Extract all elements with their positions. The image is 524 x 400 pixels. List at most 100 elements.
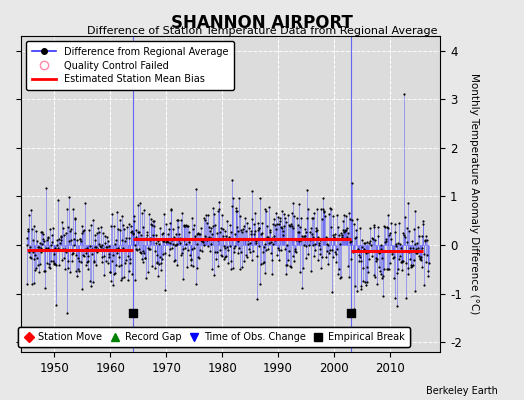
Point xyxy=(146,237,154,243)
Point xyxy=(198,248,206,254)
Point xyxy=(107,223,115,229)
Point xyxy=(379,266,388,272)
Point xyxy=(268,256,277,263)
Point xyxy=(343,236,352,242)
Point xyxy=(223,218,231,224)
Point xyxy=(216,229,224,236)
Point xyxy=(381,224,389,230)
Point xyxy=(166,220,174,226)
Point xyxy=(90,258,99,264)
Point xyxy=(158,231,166,237)
Point xyxy=(341,227,349,233)
Point xyxy=(44,235,52,241)
Point xyxy=(206,225,215,232)
Point xyxy=(177,216,185,223)
Point xyxy=(221,228,230,234)
Point xyxy=(405,228,413,234)
Point xyxy=(298,284,306,291)
Point xyxy=(319,195,327,201)
Point xyxy=(48,232,57,238)
Point xyxy=(40,238,48,244)
Point xyxy=(285,222,293,228)
Point xyxy=(400,232,409,238)
Point xyxy=(212,256,220,262)
Point xyxy=(51,244,59,251)
Point xyxy=(315,250,324,257)
Point xyxy=(261,241,270,247)
Point xyxy=(340,228,348,235)
Point xyxy=(116,226,124,233)
Point xyxy=(274,245,282,252)
Point xyxy=(261,206,269,212)
Point xyxy=(71,216,79,222)
Point xyxy=(354,258,363,264)
Point xyxy=(305,242,313,248)
Point xyxy=(401,294,410,301)
Point xyxy=(344,230,353,236)
Point xyxy=(102,244,110,250)
Point xyxy=(76,235,84,242)
Point xyxy=(302,229,311,236)
Point xyxy=(199,237,207,243)
Point xyxy=(67,226,75,232)
Point xyxy=(27,255,35,261)
Point xyxy=(328,288,336,295)
Point xyxy=(253,296,261,302)
Point xyxy=(260,270,269,276)
Point xyxy=(92,262,100,268)
Point xyxy=(350,221,358,227)
Point xyxy=(370,224,379,230)
Point xyxy=(82,250,90,256)
Point xyxy=(38,229,47,235)
Point xyxy=(233,224,241,230)
Point xyxy=(275,221,283,227)
Point xyxy=(350,248,358,254)
Point xyxy=(287,264,295,271)
Point xyxy=(322,248,331,254)
Point xyxy=(367,242,375,248)
Point xyxy=(387,220,395,226)
Point xyxy=(393,270,401,276)
Point xyxy=(173,241,181,248)
Point xyxy=(220,245,228,251)
Point xyxy=(119,226,128,232)
Point xyxy=(420,282,429,289)
Point xyxy=(53,237,61,244)
Point xyxy=(184,223,192,230)
Point xyxy=(40,268,48,275)
Point xyxy=(289,200,298,206)
Point xyxy=(99,230,107,236)
Point xyxy=(149,232,157,238)
Point xyxy=(269,240,277,247)
Point xyxy=(109,251,117,258)
Point xyxy=(352,227,361,234)
Point xyxy=(209,205,217,211)
Point xyxy=(222,233,230,239)
Point xyxy=(95,229,103,236)
Point xyxy=(92,244,101,250)
Point xyxy=(254,225,263,232)
Point xyxy=(346,310,355,316)
Point xyxy=(193,264,201,271)
Point xyxy=(83,259,91,266)
Point xyxy=(257,230,265,237)
Point xyxy=(24,228,32,234)
Point xyxy=(219,232,227,239)
Point xyxy=(266,239,275,246)
Point xyxy=(222,253,231,259)
Point xyxy=(100,253,108,259)
Point xyxy=(212,249,221,256)
Point xyxy=(39,236,48,243)
Point xyxy=(308,215,316,221)
Point xyxy=(38,241,46,248)
Point xyxy=(213,230,221,236)
Point xyxy=(361,279,369,286)
Point xyxy=(143,232,151,239)
Point xyxy=(156,225,164,232)
Point xyxy=(316,237,325,244)
Point xyxy=(400,214,409,220)
Point xyxy=(318,254,326,260)
Point xyxy=(296,224,304,230)
Point xyxy=(326,247,334,254)
Point xyxy=(145,245,153,252)
